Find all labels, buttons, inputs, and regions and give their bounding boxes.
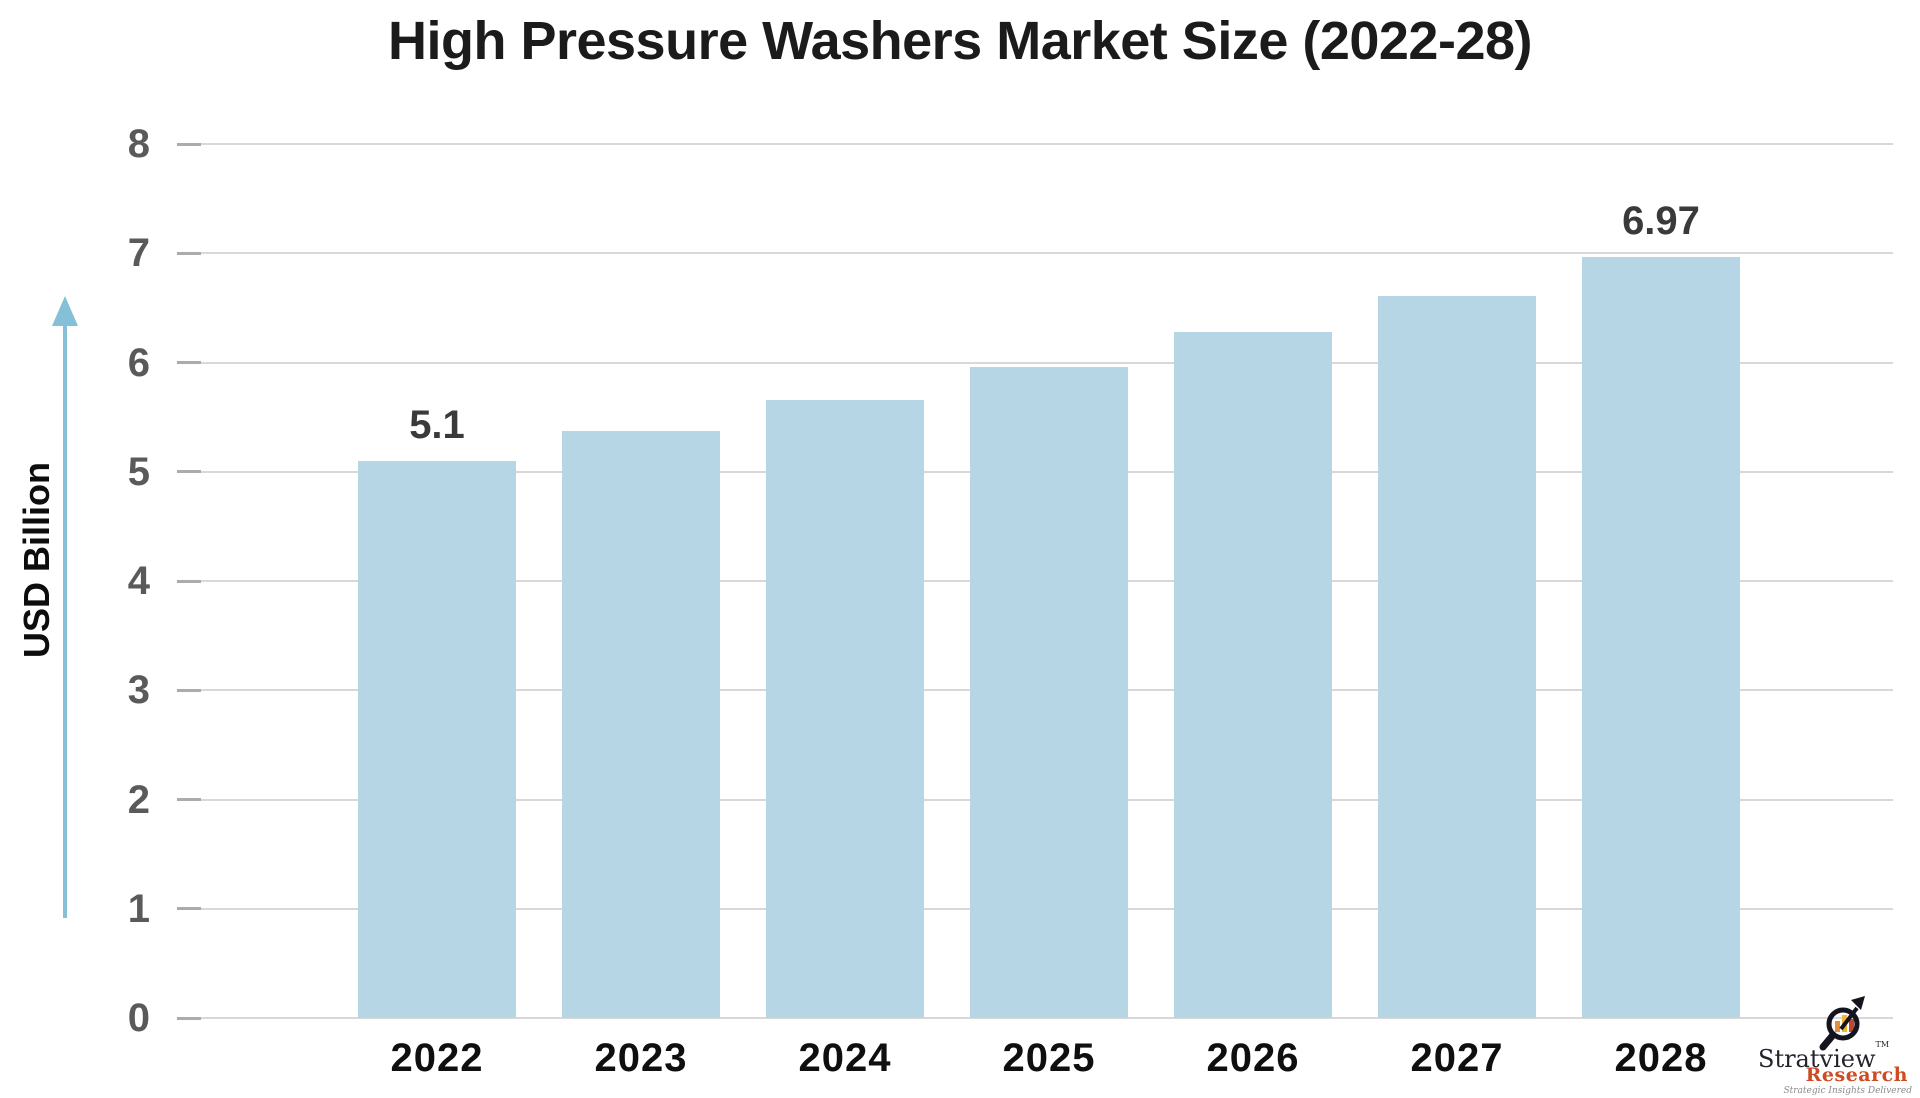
y-tick-label-6: 6 xyxy=(127,340,150,385)
y-tick-label-7: 7 xyxy=(127,231,150,276)
bar-2027 xyxy=(1378,295,1536,1018)
y-tick-label-3: 3 xyxy=(127,668,150,713)
y-tick-label-2: 2 xyxy=(127,777,150,822)
magnifier-growth-icon xyxy=(1819,996,1865,1051)
x-tick-label-2025: 2025 xyxy=(1002,1036,1096,1080)
y-tick-mark-4 xyxy=(177,579,201,583)
y-tick-mark-8 xyxy=(177,142,201,146)
y-axis-up-arrow-icon xyxy=(52,296,78,918)
bar-2025 xyxy=(970,366,1128,1018)
y-tick-mark-3 xyxy=(177,688,201,692)
x-tick-label-2026: 2026 xyxy=(1206,1036,1300,1080)
y-tick-mark-7 xyxy=(177,251,201,255)
bar-value-label-2028: 6.97 xyxy=(1622,198,1700,243)
stratview-research-logo: StratviewTM Research Strategic Insights … xyxy=(1756,996,1916,1096)
y-tick-label-8: 8 xyxy=(127,122,150,166)
y-tick-mark-5 xyxy=(177,470,201,474)
bar-value-label-2022: 5.1 xyxy=(409,402,465,447)
chart-title: High Pressure Washers Market Size (2022-… xyxy=(387,11,1533,71)
gridline-0 xyxy=(177,1017,1893,1019)
y-tick-mark-0 xyxy=(177,1016,201,1020)
x-tick-label-2023: 2023 xyxy=(594,1036,688,1080)
y-tick-mark-1 xyxy=(177,907,201,911)
gridline-8 xyxy=(177,143,1893,145)
y-tick-mark-2 xyxy=(177,798,201,801)
logo-tm-mark: TM xyxy=(1875,1040,1890,1049)
y-tick-label-1: 1 xyxy=(127,886,150,931)
y-tick-mark-6 xyxy=(177,361,201,364)
y-tick-label-4: 4 xyxy=(127,559,150,603)
logo-tagline: Strategic Insights Delivered xyxy=(1783,1086,1912,1096)
x-tick-label-2024: 2024 xyxy=(798,1036,892,1080)
bar-2022 xyxy=(358,460,516,1018)
bar-2028 xyxy=(1582,256,1740,1018)
bar-2024 xyxy=(766,399,924,1018)
gridline-6 xyxy=(177,361,1893,364)
x-tick-label-2027: 2027 xyxy=(1410,1036,1504,1080)
logo-brand-sub: Research xyxy=(1805,1064,1908,1086)
y-tick-label-0: 0 xyxy=(127,996,150,1040)
x-tick-label-2028: 2028 xyxy=(1614,1036,1708,1080)
logo-brand-name: StratviewTM xyxy=(1758,1040,1890,1073)
y-tick-label-5: 5 xyxy=(127,449,150,494)
bar-2026 xyxy=(1174,331,1332,1018)
bar-2023 xyxy=(562,431,720,1018)
gridline-7 xyxy=(177,252,1893,255)
x-tick-label-2022: 2022 xyxy=(390,1036,484,1080)
